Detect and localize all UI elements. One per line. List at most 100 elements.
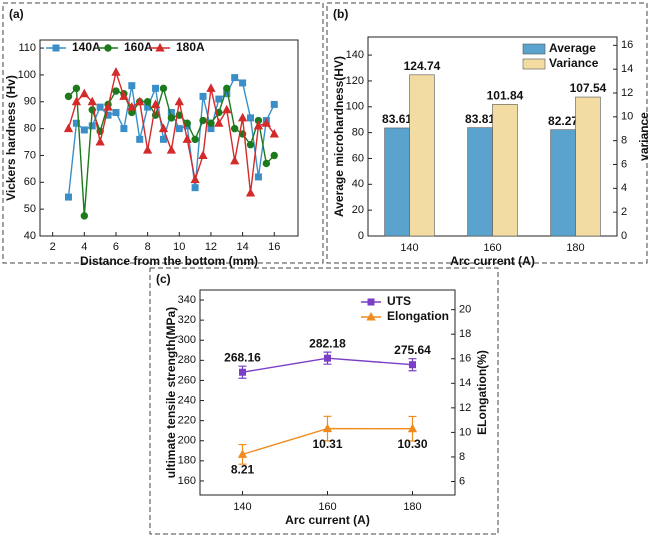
x-axis-label: Arc current (A)	[450, 254, 535, 268]
x-tick-label: 160	[318, 501, 336, 513]
marker	[215, 95, 223, 103]
data-label: 124.74	[404, 59, 441, 73]
marker	[237, 449, 248, 458]
marker	[119, 91, 129, 100]
marker	[247, 114, 255, 122]
legend-label: Average	[549, 41, 596, 55]
marker	[64, 193, 72, 201]
marker	[104, 44, 112, 52]
panel-border	[2, 2, 324, 264]
x-tick-label: 180	[566, 242, 584, 254]
marker	[96, 103, 104, 111]
y-tick-label: 180	[178, 455, 196, 467]
marker	[214, 118, 224, 127]
bar	[575, 96, 601, 237]
y2-axis-label: variance	[637, 112, 650, 161]
y-tick-label: 200	[178, 435, 196, 447]
y2-tick-label: 18	[459, 328, 471, 340]
data-label: 83.61	[382, 112, 412, 126]
y-tick-label: 260	[178, 374, 196, 386]
data-label: 282.18	[309, 336, 346, 350]
y-axis-label: Vickers hardness (Hv)	[4, 75, 18, 201]
y-tick-label: 80	[352, 127, 364, 139]
marker	[270, 151, 278, 160]
bar	[550, 129, 576, 237]
legend-label: 140A	[72, 40, 101, 54]
marker	[246, 141, 255, 149]
marker	[158, 123, 169, 133]
marker	[87, 96, 97, 106]
marker	[191, 135, 199, 144]
marker	[407, 423, 418, 433]
marker	[167, 114, 176, 122]
marker	[223, 84, 231, 93]
marker	[152, 84, 160, 92]
data-label: 83.81	[465, 112, 495, 126]
bar	[492, 104, 518, 237]
marker	[71, 96, 82, 106]
y-tick-label: 60	[352, 152, 364, 164]
x-tick-label: 6	[113, 241, 119, 253]
y-axis-label: ultimate tensile strength(MPa)	[164, 307, 178, 478]
marker	[120, 125, 128, 133]
x-axis-label: Distance from the bottom (mm)	[80, 254, 258, 268]
y-tick-label: 100	[346, 101, 364, 113]
y-tick-label: 240	[178, 394, 196, 406]
y-tick-label: 220	[178, 415, 196, 427]
legend-swatch	[522, 58, 546, 70]
data-label: 101.84	[487, 89, 524, 103]
marker	[63, 123, 74, 133]
marker	[366, 311, 376, 321]
legend-swatch	[522, 43, 546, 55]
marker	[239, 368, 246, 376]
y2-axis-label: ELongation(%)	[475, 350, 489, 435]
y-tick-label: 0	[358, 230, 364, 242]
panel-label: (a)	[9, 7, 24, 21]
y2-tick-label: 8	[621, 135, 627, 147]
marker	[270, 100, 278, 108]
legend-label: Elongation	[387, 309, 449, 323]
marker	[166, 145, 177, 154]
panel-border	[149, 267, 499, 535]
marker	[322, 423, 333, 433]
data-label: 10.30	[397, 437, 427, 451]
marker	[199, 92, 207, 100]
y-tick-label: 120	[346, 75, 364, 87]
x-tick-label: 160	[483, 242, 501, 254]
legend-label: Variance	[549, 56, 599, 70]
marker	[182, 134, 192, 143]
y2-tick-label: 0	[621, 230, 627, 242]
marker	[64, 92, 73, 101]
marker	[127, 102, 137, 111]
marker	[230, 124, 239, 133]
bar	[384, 127, 410, 237]
marker	[80, 126, 88, 134]
y-axis-label: Average microhardness(HV)	[332, 56, 346, 217]
marker	[261, 118, 271, 127]
marker	[79, 88, 89, 98]
marker	[128, 82, 136, 90]
marker	[52, 44, 60, 52]
marker	[190, 174, 200, 184]
data-label: 8.21	[231, 463, 255, 477]
y2-tick-label: 20	[459, 304, 471, 316]
y-tick-label: 20	[352, 204, 364, 216]
x-tick-label: 12	[205, 241, 217, 253]
marker	[150, 99, 161, 108]
legend-label: 160A	[124, 40, 153, 54]
panel-label: (c)	[156, 272, 171, 286]
marker	[269, 128, 279, 138]
marker	[175, 125, 183, 133]
marker	[111, 67, 121, 76]
marker	[230, 155, 240, 165]
y-tick-label: 160	[178, 475, 196, 487]
y-tick-label: 40	[352, 178, 364, 190]
marker	[237, 112, 248, 122]
y2-tick-label: 8	[459, 451, 465, 463]
marker	[253, 120, 264, 130]
marker	[409, 361, 416, 369]
marker	[72, 84, 81, 93]
bar	[467, 127, 493, 237]
y2-tick-label: 16	[621, 39, 633, 51]
y2-tick-label: 10	[621, 111, 633, 123]
